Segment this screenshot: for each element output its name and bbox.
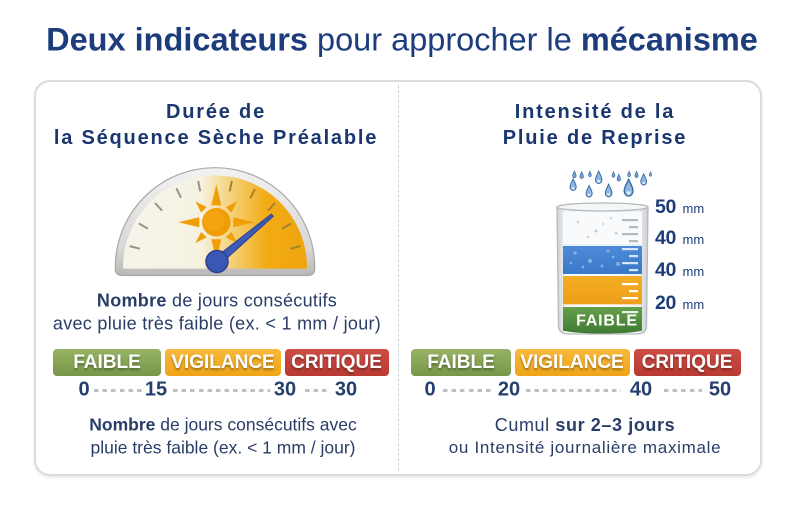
svg-text:FAIBLE: FAIBLE (576, 313, 638, 330)
